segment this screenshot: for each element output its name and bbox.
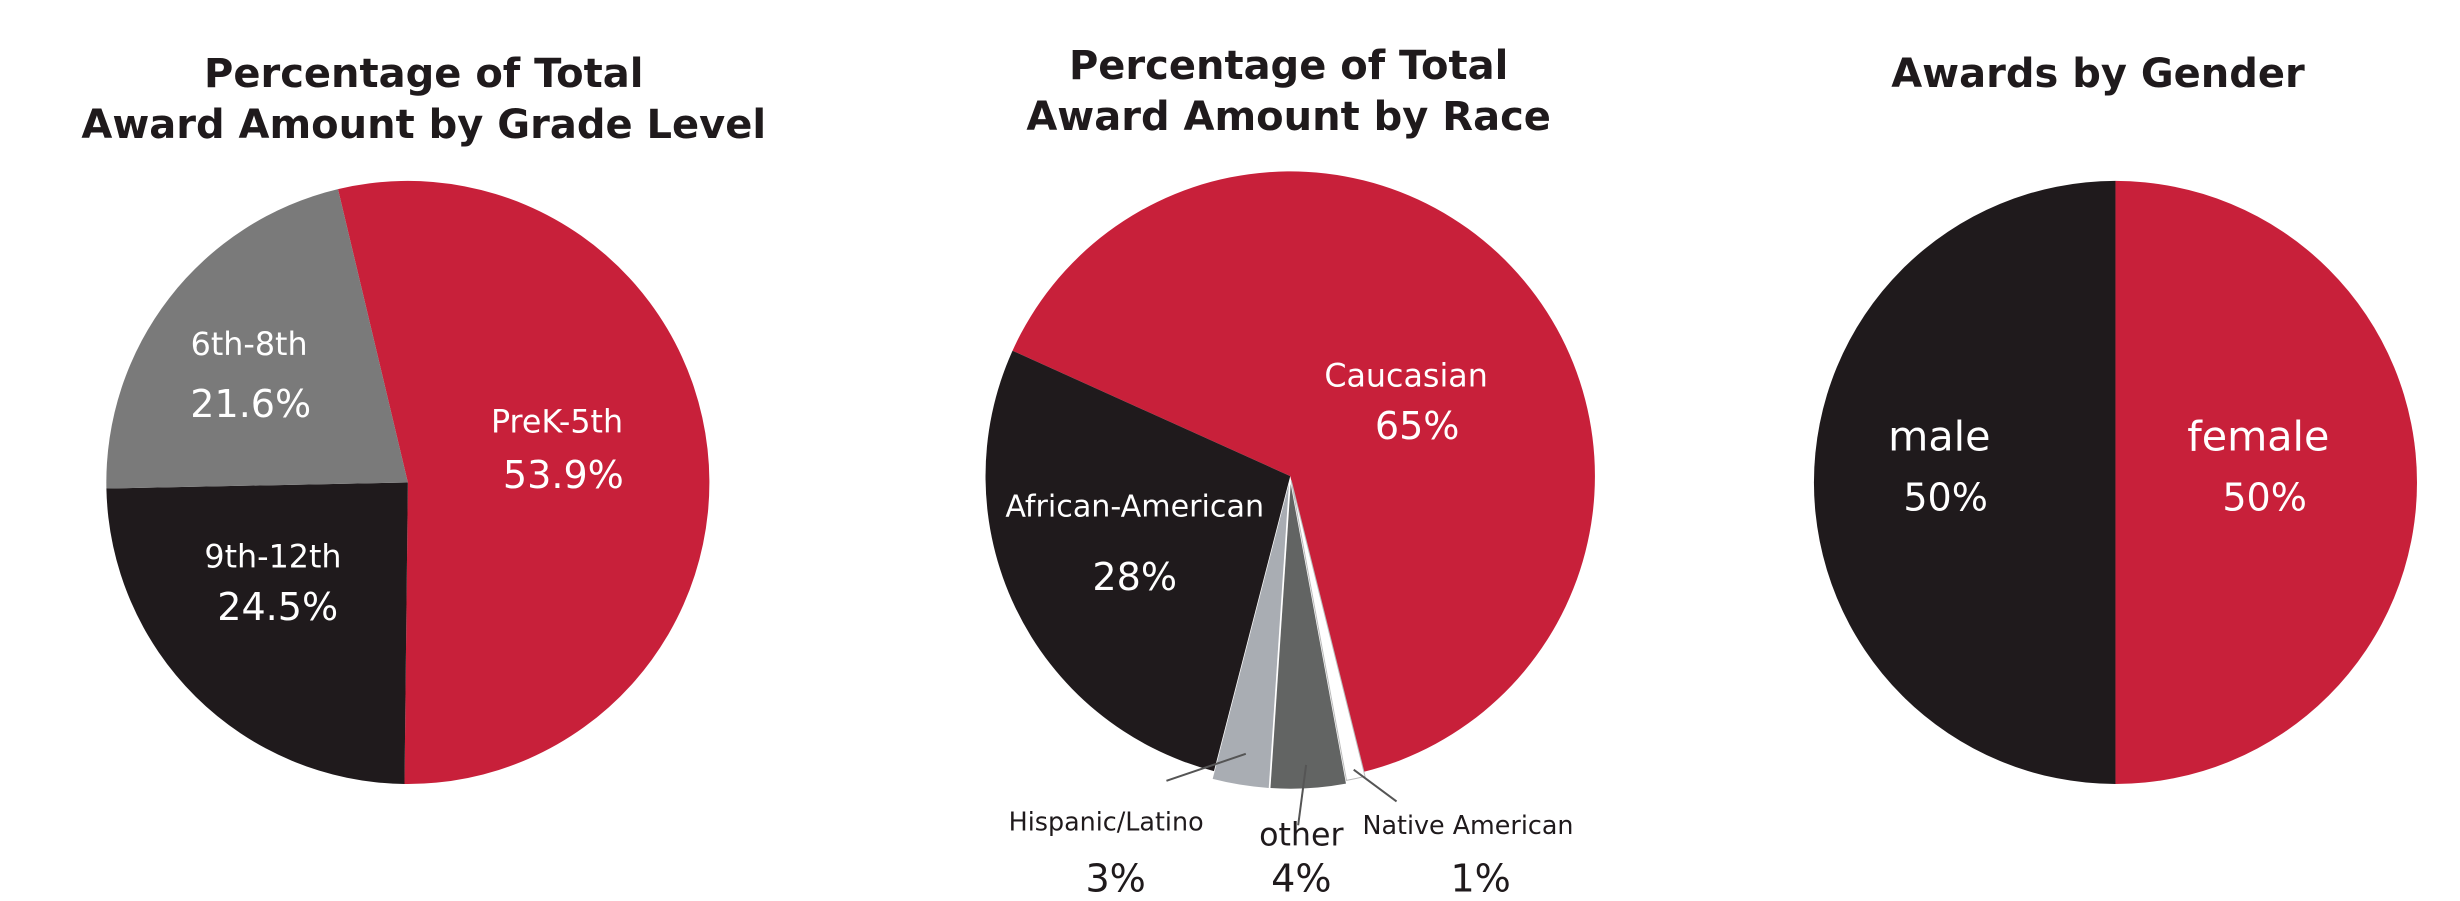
pie-slice (1012, 171, 1595, 772)
pie-chart: Percentage of Total Award Amount by Grade… (81, 51, 766, 784)
pie-slice (106, 482, 408, 784)
slice-label: 6th-8th (191, 327, 308, 363)
leader-line (1297, 764, 1308, 826)
pie-chart: Awards by Gender female 50% male 50% (1813, 51, 2418, 784)
pie-slice (985, 350, 1291, 772)
pie-slice (106, 189, 408, 489)
value-label: 65% (1375, 404, 1460, 448)
pie-slice (1290, 480, 1366, 781)
chart-title: Award Amount by Grade Level (81, 102, 766, 148)
slice-label: other (1259, 817, 1344, 853)
value-label: 28% (1092, 555, 1177, 599)
pie-slice (1813, 180, 2116, 784)
value-label: 4% (1271, 856, 1331, 900)
value-label: 21.6% (190, 382, 311, 426)
pie-slice (2115, 180, 2418, 784)
leader-line (1353, 768, 1398, 803)
chart-title: Awards by Gender (1891, 51, 2305, 97)
pie-slice (337, 180, 710, 784)
slice-label: African-American (1005, 489, 1264, 524)
slice-label: Native American (1362, 810, 1573, 840)
slice-label: female (2187, 413, 2329, 461)
value-label: 50% (2222, 475, 2307, 519)
value-label: 1% (1450, 856, 1510, 900)
pie-chart: Percentage of Total Award Amount by Race C… (985, 43, 1595, 900)
slice-label: 9th-12th (204, 540, 341, 576)
slice-label: Caucasian (1324, 359, 1488, 395)
chart-title: Percentage of Total (1069, 43, 1508, 89)
value-label: 50% (1903, 475, 1988, 519)
slice-label: PreK-5th (491, 405, 623, 441)
leader-line (1166, 752, 1247, 782)
slice-label: male (1888, 413, 1990, 461)
chart-title: Percentage of Total (204, 51, 643, 97)
value-label: 24.5% (217, 585, 338, 629)
value-label: 3% (1085, 856, 1145, 900)
value-label: 53.9% (503, 453, 624, 497)
pie-slice (1270, 484, 1346, 789)
chart-title: Award Amount by Race (1026, 94, 1551, 140)
pie-slice (1212, 483, 1289, 788)
slice-label: Hispanic/Latino (1009, 807, 1204, 837)
